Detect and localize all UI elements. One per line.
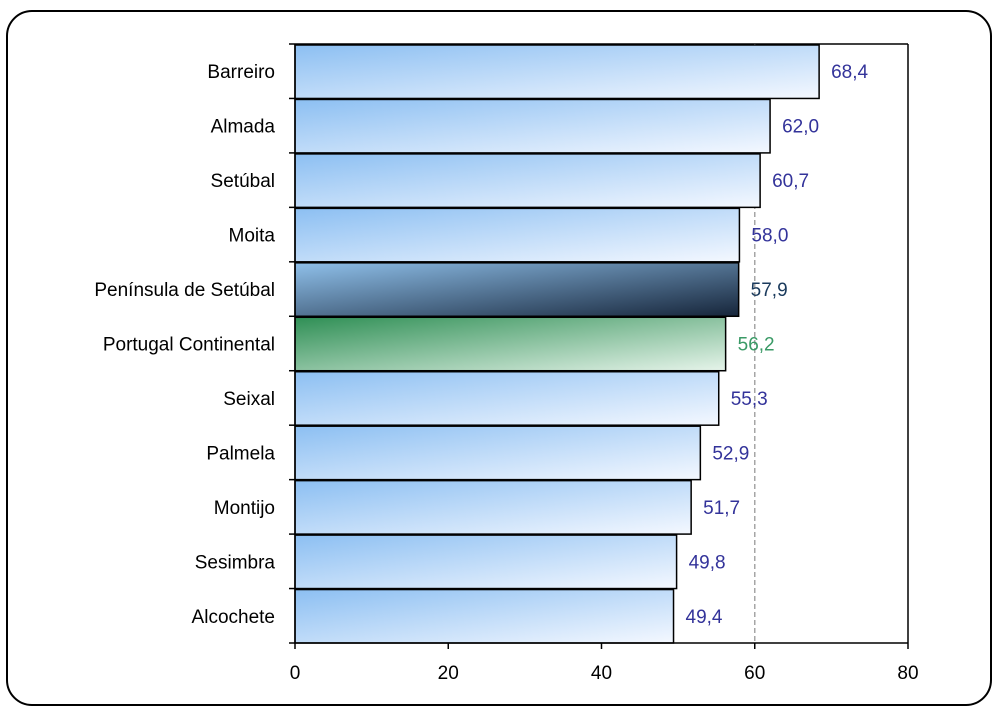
value-label: 51,7 [703, 498, 740, 519]
category-label: Montijo [214, 498, 275, 519]
x-tick-label: 80 [897, 663, 918, 684]
category-label: Portugal Continental [103, 335, 275, 356]
value-label: 55,3 [731, 389, 768, 410]
category-label: Seixal [223, 389, 275, 410]
value-label: 62,0 [782, 117, 819, 138]
value-label: 56,2 [738, 335, 775, 356]
value-label: 49,4 [686, 607, 723, 628]
x-tick-label: 20 [438, 663, 459, 684]
value-label: 60,7 [772, 171, 809, 192]
value-label: 58,0 [751, 226, 788, 247]
value-label: 57,9 [751, 280, 788, 301]
bar-3 [294, 207, 741, 263]
bar-8 [294, 479, 692, 535]
category-label: Barreiro [207, 62, 275, 83]
value-label: 68,4 [831, 62, 868, 83]
category-label: Moita [229, 226, 276, 247]
bar-9 [294, 534, 678, 590]
bar-0 [294, 44, 820, 100]
bar-4 [294, 262, 740, 318]
bar-2 [294, 153, 761, 209]
plot-area: Barreiro 68,4 Almada 62,0 Setúbal 60,7 Moita 58… [94, 43, 919, 684]
x-tick-label: 40 [591, 663, 612, 684]
bar-1 [294, 98, 771, 154]
bar-7 [294, 425, 702, 481]
category-label: Setúbal [211, 171, 275, 192]
value-label: 52,9 [712, 443, 749, 464]
category-label: Almada [211, 117, 276, 138]
bar-5 [294, 316, 727, 372]
x-tick-label: 0 [290, 663, 301, 684]
x-tick-label: 60 [744, 663, 765, 684]
category-label: Alcochete [192, 607, 275, 628]
bar-6 [294, 370, 720, 426]
category-label: Palmela [206, 443, 275, 464]
bar-10 [294, 588, 675, 644]
value-label: 49,8 [689, 552, 726, 573]
category-label: Península de Setúbal [94, 280, 275, 301]
category-label: Sesimbra [195, 552, 276, 573]
